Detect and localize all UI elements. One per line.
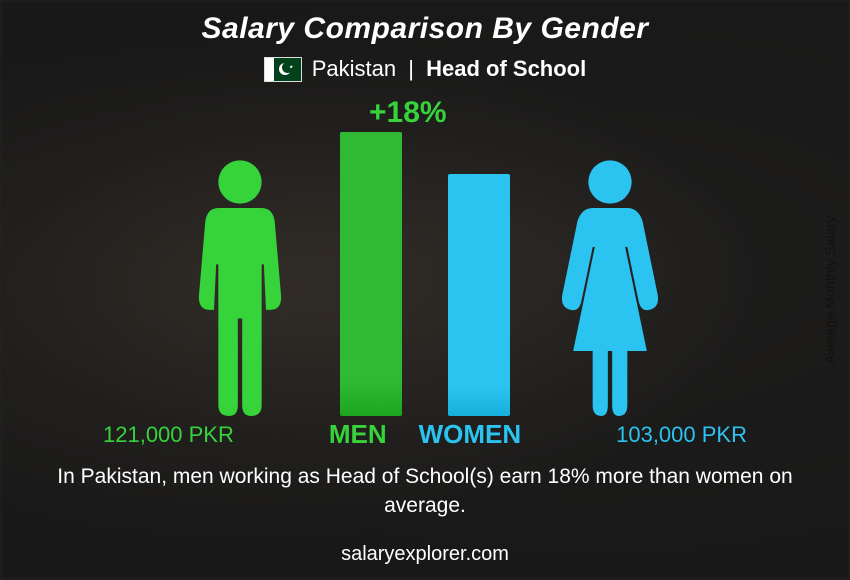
subtitle-row: Pakistan | Head of School (0, 56, 850, 82)
flag-crescent-icon (279, 63, 291, 75)
job-title: Head of School (426, 56, 586, 81)
separator: | (408, 56, 414, 81)
page-title: Salary Comparison By Gender (0, 12, 850, 46)
female-person-icon (555, 156, 665, 416)
female-salary: 103,000 PKR (616, 422, 747, 448)
male-label: MEN (329, 419, 387, 450)
bar-male (340, 132, 402, 416)
footer-source: salaryexplorer.com (341, 543, 509, 566)
female-label: WOMEN (419, 419, 522, 450)
infographic-root: Salary Comparison By Gender Pakistan | H… (0, 0, 850, 580)
y-axis-label: Average Monthly Salary (822, 216, 838, 364)
male-person-icon (185, 156, 295, 416)
center-labels: MEN WOMEN (329, 419, 521, 450)
male-salary: 121,000 PKR (103, 422, 234, 448)
country-name: Pakistan (312, 56, 396, 81)
bar-female (448, 174, 510, 416)
bottom-labels: 121,000 PKR MEN WOMEN 103,000 PKR (95, 419, 755, 450)
delta-label: +18% (369, 96, 447, 130)
chart-area: +18% 121,000 PKR MEN WOMEN 103,000 PKR (95, 96, 755, 426)
summary-text: In Pakistan, men working as Head of Scho… (55, 463, 795, 520)
subtitle: Pakistan | Head of School (312, 56, 586, 82)
flag-pakistan (264, 57, 302, 82)
